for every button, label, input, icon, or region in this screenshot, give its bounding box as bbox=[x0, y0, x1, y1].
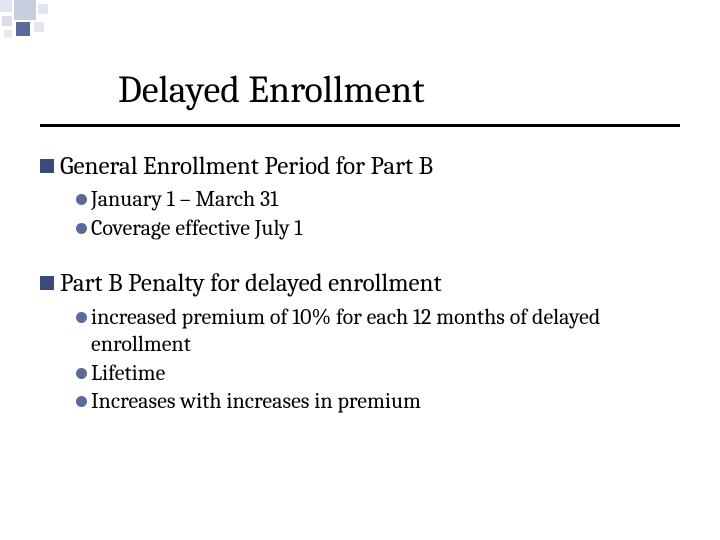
level2-item: January 1 – March 31 bbox=[40, 186, 680, 214]
level1-text: General Enrollment Period for Part B bbox=[60, 151, 433, 182]
decor-square bbox=[2, 16, 12, 26]
level1-item: Part B Penalty for delayed enrollment bbox=[40, 268, 680, 299]
decor-square bbox=[34, 22, 44, 32]
content: General Enrollment Period for Part B Janu… bbox=[40, 151, 680, 416]
level2-text: increased premium of 10% for each 12 mon… bbox=[91, 304, 680, 359]
level2-text: Lifetime bbox=[91, 360, 165, 388]
level2-item: Coverage effective July 1 bbox=[40, 215, 680, 243]
section: Part B Penalty for delayed enrollment inc… bbox=[40, 268, 680, 415]
level2-text: Increases with increases in premium bbox=[91, 388, 421, 416]
square-bullet-icon bbox=[40, 276, 54, 290]
level1-item: General Enrollment Period for Part B bbox=[40, 151, 680, 182]
round-bullet-icon bbox=[76, 396, 87, 407]
title-wrap: Delayed Enrollment bbox=[40, 0, 680, 127]
level2-item: increased premium of 10% for each 12 mon… bbox=[40, 304, 680, 359]
round-bullet-icon bbox=[76, 368, 87, 379]
level2-item: Increases with increases in premium bbox=[40, 388, 680, 416]
slide-body: Delayed Enrollment General Enrollment Pe… bbox=[0, 0, 720, 416]
decor-square bbox=[0, 0, 12, 12]
round-bullet-icon bbox=[76, 194, 87, 205]
level1-text: Part B Penalty for delayed enrollment bbox=[60, 268, 442, 299]
level2-text: January 1 – March 31 bbox=[91, 186, 278, 214]
decor-square bbox=[4, 30, 12, 38]
square-bullet-icon bbox=[40, 159, 54, 173]
section: General Enrollment Period for Part B Janu… bbox=[40, 151, 680, 242]
decor-square bbox=[16, 22, 30, 36]
decor-square bbox=[14, 0, 36, 20]
round-bullet-icon bbox=[76, 312, 87, 323]
corner-decoration bbox=[0, 0, 70, 50]
level2-text: Coverage effective July 1 bbox=[91, 215, 302, 243]
slide-title: Delayed Enrollment bbox=[40, 68, 680, 112]
level2-item: Lifetime bbox=[40, 360, 680, 388]
round-bullet-icon bbox=[76, 223, 87, 234]
decor-square bbox=[38, 4, 48, 14]
